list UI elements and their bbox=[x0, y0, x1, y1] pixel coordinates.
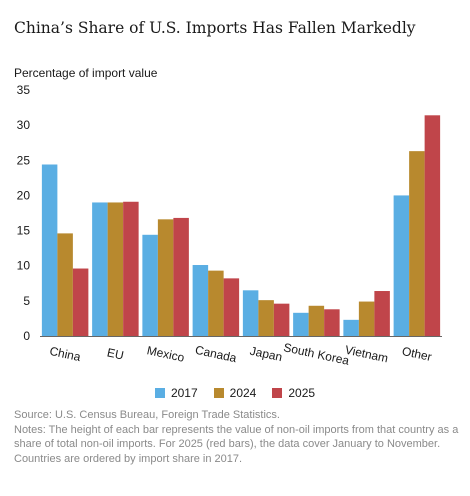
y-tick-label-20: 20 bbox=[17, 188, 31, 202]
bar-eu-2024 bbox=[107, 202, 124, 336]
bar-canada-2024 bbox=[208, 270, 224, 336]
bar-chart: 0 5 10 15 20 25 30 35 China EU Mexico Canada JapanSo… bbox=[17, 83, 442, 368]
chart-title: China’s Share of U.S. Imports Has Fallen… bbox=[14, 19, 416, 37]
bar-other-2024 bbox=[409, 151, 425, 336]
source-notes: Source: U.S. Census Bureau, Foreign Trad… bbox=[14, 408, 460, 466]
bar-japan-2024 bbox=[258, 300, 274, 336]
bar-south-korea-2017 bbox=[293, 312, 309, 336]
legend-label-2025: 2025 bbox=[288, 386, 316, 400]
x-tick-label-japan: Japan bbox=[249, 344, 284, 364]
legend: 2017 2024 2025 bbox=[0, 386, 470, 400]
legend-item-2017: 2017 bbox=[154, 386, 198, 400]
x-tick-label-canada: Canada bbox=[194, 343, 238, 366]
x-tick-label-china: China bbox=[48, 344, 82, 364]
x-tick-label-south-korea: South Korea bbox=[282, 340, 350, 368]
bar-south-korea-2025 bbox=[324, 309, 340, 336]
y-tick-label-30: 30 bbox=[17, 118, 31, 132]
legend-swatch-2017 bbox=[154, 388, 165, 398]
legend-label-2017: 2017 bbox=[170, 386, 198, 400]
x-tick-label-vietnam: Vietnam bbox=[344, 343, 390, 366]
bar-mexico-2025 bbox=[173, 217, 189, 336]
bar-china-2017 bbox=[41, 164, 58, 336]
legend-item-2024: 2024 bbox=[213, 386, 257, 400]
bar-canada-2017 bbox=[192, 265, 209, 336]
bar-south-korea-2024 bbox=[308, 305, 325, 336]
y-tick-label-5: 5 bbox=[23, 294, 30, 308]
y-tick-label-35: 35 bbox=[17, 83, 31, 97]
bar-mexico-2017 bbox=[142, 234, 158, 336]
bar-japan-2025 bbox=[273, 303, 290, 336]
notes-text: Notes: The height of each bar represents… bbox=[14, 423, 459, 465]
legend-label-2024: 2024 bbox=[229, 386, 257, 400]
legend-swatch-2025 bbox=[272, 388, 283, 398]
x-tick-label-mexico: Mexico bbox=[146, 343, 186, 365]
y-tick-label-25: 25 bbox=[17, 153, 31, 167]
bar-eu-2017 bbox=[92, 202, 108, 336]
x-tick-label-other: Other bbox=[401, 344, 433, 364]
bar-china-2024 bbox=[57, 233, 73, 336]
legend-item-2025: 2025 bbox=[272, 386, 315, 400]
bar-china-2025 bbox=[72, 268, 89, 336]
y-tick-label-10: 10 bbox=[17, 259, 31, 273]
bar-canada-2025 bbox=[223, 278, 240, 336]
source-text: Source: U.S. Census Bureau, Foreign Trad… bbox=[14, 409, 280, 421]
bar-eu-2025 bbox=[123, 201, 139, 336]
bar-vietnam-2024 bbox=[358, 301, 375, 336]
bar-vietnam-2025 bbox=[374, 291, 390, 336]
bar-japan-2017 bbox=[242, 290, 259, 336]
legend-swatch-2024 bbox=[213, 388, 224, 398]
bar-mexico-2024 bbox=[157, 219, 174, 336]
y-tick-label-0: 0 bbox=[23, 329, 30, 343]
y-axis-label: Percentage of import value bbox=[14, 66, 158, 80]
x-tick-label-eu: EU bbox=[106, 345, 125, 362]
y-tick-label-15: 15 bbox=[17, 224, 31, 238]
bar-other-2017 bbox=[393, 195, 410, 336]
bar-other-2025 bbox=[424, 115, 441, 336]
bar-vietnam-2017 bbox=[343, 319, 359, 336]
